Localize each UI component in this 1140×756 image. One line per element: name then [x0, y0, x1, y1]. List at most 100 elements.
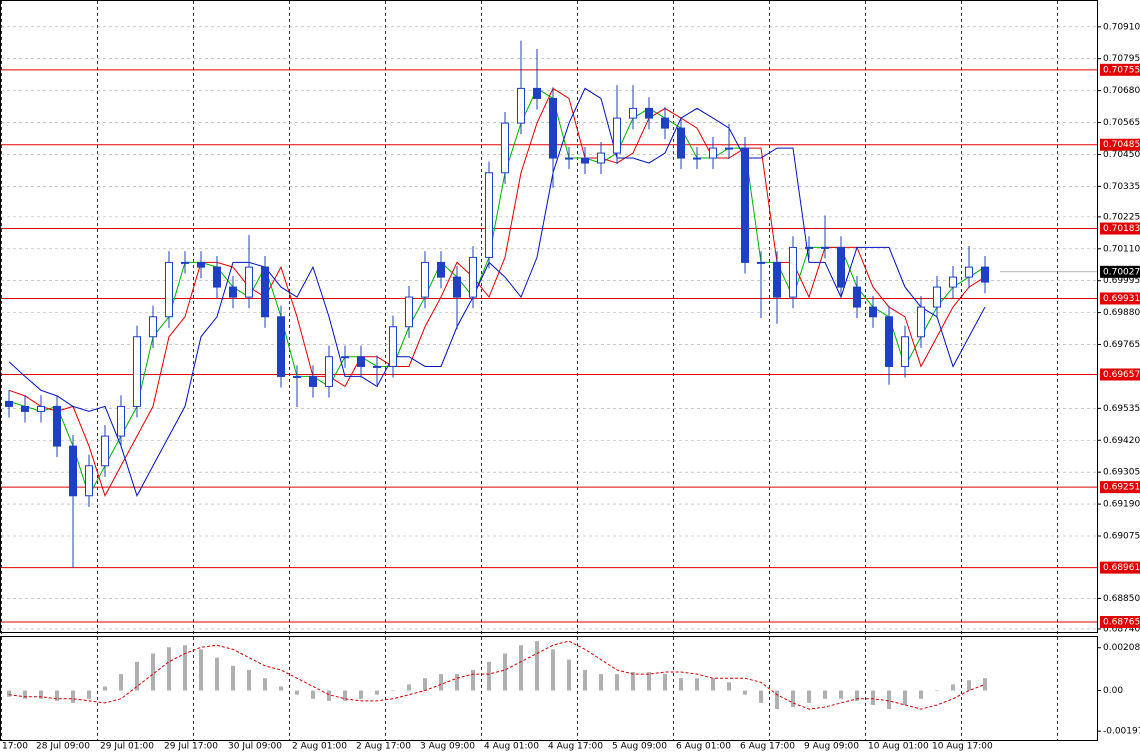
oscillator-bar: [231, 665, 235, 691]
candle-body: [165, 261, 173, 318]
level-label-bg: [1100, 292, 1140, 305]
y-tick-label: 0.69880: [1103, 308, 1140, 318]
candle-body: [613, 117, 621, 154]
x-tick-label: 17:00: [2, 742, 28, 752]
price-panel-frame: [0, 0, 1098, 633]
x-tick-label: 9 Aug 09:00: [804, 742, 859, 752]
y-tick-label: 0.00: [1103, 686, 1123, 696]
oscillator-bar: [375, 690, 379, 695]
level-label: 0.69251: [1103, 483, 1140, 493]
oscillator-bar: [535, 641, 539, 691]
oscillator-bar: [951, 684, 955, 691]
level-label-bg: [1100, 222, 1140, 235]
x-tick-label: 2 Aug 17:00: [356, 742, 411, 752]
y-tick-label: 0.68850: [1103, 594, 1140, 604]
oscillator-bar: [407, 684, 411, 691]
candle-body: [533, 87, 541, 99]
level-label: 0.68765: [1103, 618, 1140, 628]
moving-average: [8, 87, 986, 498]
candle-body: [805, 246, 813, 249]
candle-body: [197, 261, 205, 268]
candle-body: [229, 286, 237, 298]
oscillator-bar: [7, 690, 11, 697]
level-label-bg: [1100, 561, 1140, 574]
oscillator-bar: [135, 661, 139, 691]
level-label: 0.68961: [1103, 563, 1140, 573]
candle-body: [277, 316, 285, 377]
moving-average: [8, 87, 986, 498]
candle-body: [293, 375, 301, 378]
candle-body: [773, 261, 781, 298]
candle-body: [933, 286, 941, 308]
oscillator-bar: [839, 690, 843, 699]
candle-body: [917, 306, 925, 338]
x-tick-label: 5 Aug 09:00: [612, 742, 667, 752]
y-tick-label: 0.69420: [1103, 436, 1140, 446]
candle-body: [245, 266, 253, 298]
candle-body: [629, 107, 637, 119]
y-tick-label: 0.69995: [1103, 276, 1140, 286]
candle-body: [757, 261, 765, 264]
candle-body: [69, 445, 77, 497]
oscillator-bar: [151, 653, 155, 691]
oscillator-panel-frame: [0, 636, 1098, 741]
y-tick-label: 0.69305: [1103, 468, 1140, 478]
candle-body: [325, 356, 333, 387]
y-tick-label: 0.69075: [1103, 531, 1140, 541]
oscillator-bar: [39, 690, 43, 699]
candle-body: [453, 276, 461, 298]
candle-body: [661, 117, 669, 129]
oscillator-bar: [471, 669, 475, 691]
candle-body: [565, 157, 573, 160]
candle-body: [517, 87, 525, 124]
oscillator-bar: [823, 690, 827, 699]
oscillator-bar: [183, 645, 187, 691]
oscillator-bar: [791, 690, 795, 708]
oscillator-bar: [919, 690, 923, 699]
candle-body: [789, 246, 797, 298]
oscillator-bar: [695, 678, 699, 691]
candle-body: [469, 256, 477, 298]
oscillator-bar: [119, 674, 123, 691]
candle-body: [853, 286, 861, 308]
oscillator-bar: [55, 690, 59, 701]
y-tick-label: 0.70450: [1103, 150, 1140, 160]
candle-body: [485, 172, 493, 258]
candle-body: [37, 405, 45, 412]
candle-body: [181, 261, 189, 264]
candle-body: [981, 266, 989, 283]
y-tick-label: 0.69190: [1103, 500, 1140, 510]
candle-body: [341, 356, 349, 359]
candle-body: [261, 266, 269, 318]
candle-body: [101, 435, 109, 467]
oscillator-bar: [23, 690, 27, 699]
oscillator-bar: [679, 678, 683, 691]
x-tick-label: 4 Aug 01:00: [484, 742, 539, 752]
level-label: 0.70485: [1103, 140, 1140, 150]
x-tick-label: 10 Aug 17:00: [932, 742, 993, 752]
oscillator-bar: [743, 690, 747, 695]
y-tick-label: 0.69535: [1103, 404, 1140, 414]
oscillator-bar: [343, 690, 347, 701]
level-label: 0.69931: [1103, 294, 1140, 304]
oscillator-bar: [759, 690, 763, 703]
oscillator-bar: [663, 674, 667, 691]
y-tick-label: 0.70910: [1103, 22, 1140, 32]
candle-body: [693, 157, 701, 160]
x-tick-label: 30 Jul 09:00: [228, 742, 282, 752]
x-tick-label: 10 Aug 01:00: [868, 742, 929, 752]
oscillator-bar: [87, 690, 91, 699]
oscillator-bar: [567, 659, 571, 691]
candle-body: [581, 157, 589, 164]
candle-body: [869, 306, 877, 318]
oscillator-bar: [775, 690, 779, 710]
oscillator-bar: [167, 647, 171, 691]
x-tick-label: 28 Jul 09:00: [36, 742, 90, 752]
y-tick-label: 0.69765: [1103, 340, 1140, 350]
candle-body: [133, 336, 141, 407]
x-tick-label: 6 Aug 17:00: [740, 742, 795, 752]
candle-body: [597, 152, 605, 164]
level-label-bg: [1100, 63, 1140, 76]
oscillator-bar: [615, 674, 619, 691]
